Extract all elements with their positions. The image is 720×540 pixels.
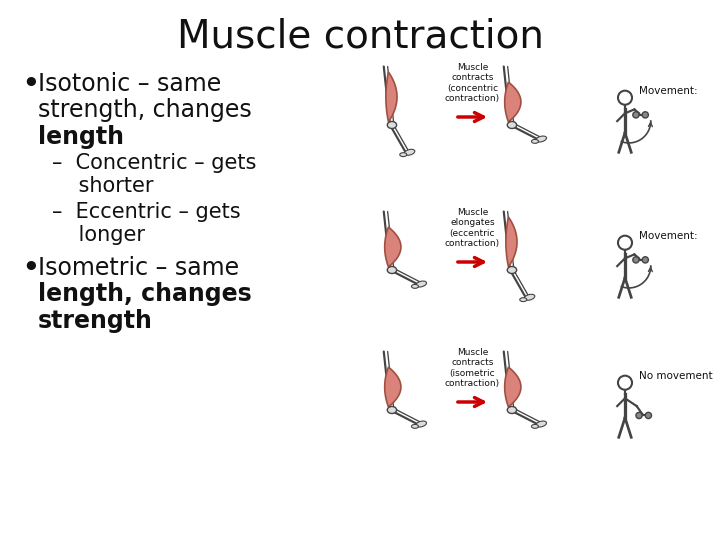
Ellipse shape — [416, 281, 426, 287]
Circle shape — [633, 112, 639, 118]
Ellipse shape — [400, 153, 407, 157]
Ellipse shape — [524, 294, 535, 300]
Ellipse shape — [416, 421, 426, 427]
Ellipse shape — [508, 407, 517, 414]
Ellipse shape — [387, 122, 397, 129]
Ellipse shape — [520, 298, 527, 301]
Ellipse shape — [536, 136, 546, 142]
Circle shape — [645, 413, 652, 418]
Polygon shape — [386, 72, 397, 122]
Polygon shape — [505, 82, 521, 122]
Circle shape — [618, 376, 632, 390]
Text: No movement: No movement — [639, 371, 713, 381]
Text: Movement:: Movement: — [639, 231, 698, 241]
Text: shorter: shorter — [52, 176, 153, 197]
Text: Muscle
elongates
(eccentric
contraction): Muscle elongates (eccentric contraction) — [445, 208, 500, 248]
Polygon shape — [505, 367, 521, 407]
Ellipse shape — [508, 267, 517, 273]
Circle shape — [642, 256, 649, 263]
Ellipse shape — [387, 407, 397, 414]
Text: Muscle
contracts
(isometric
contraction): Muscle contracts (isometric contraction) — [445, 348, 500, 388]
Text: –  Eccentric – gets: – Eccentric – gets — [52, 201, 240, 221]
Text: length: length — [38, 125, 124, 148]
Text: strength: strength — [38, 309, 153, 333]
Text: •: • — [22, 72, 39, 98]
Text: •: • — [22, 256, 39, 282]
Circle shape — [618, 91, 632, 105]
Text: Muscle contraction: Muscle contraction — [176, 18, 544, 56]
Circle shape — [636, 413, 642, 418]
Polygon shape — [384, 227, 401, 267]
Text: Movement:: Movement: — [639, 86, 698, 96]
Text: length, changes: length, changes — [38, 282, 252, 306]
Text: Isotonic – same: Isotonic – same — [38, 72, 221, 96]
Text: –  Concentric – gets: – Concentric – gets — [52, 153, 256, 173]
Text: Isometric – same: Isometric – same — [38, 256, 239, 280]
Polygon shape — [384, 367, 401, 407]
Ellipse shape — [387, 267, 397, 273]
Polygon shape — [506, 217, 517, 267]
Ellipse shape — [531, 424, 539, 428]
Circle shape — [633, 256, 639, 263]
Ellipse shape — [411, 285, 418, 288]
Ellipse shape — [411, 424, 418, 428]
Text: longer: longer — [52, 225, 145, 245]
Text: strength, changes: strength, changes — [38, 98, 252, 123]
Circle shape — [642, 112, 649, 118]
Ellipse shape — [536, 421, 546, 427]
Text: Muscle
contracts
(concentric
contraction): Muscle contracts (concentric contraction… — [445, 63, 500, 103]
Circle shape — [618, 235, 632, 249]
Ellipse shape — [508, 122, 517, 129]
Ellipse shape — [404, 149, 415, 156]
Ellipse shape — [531, 139, 539, 143]
